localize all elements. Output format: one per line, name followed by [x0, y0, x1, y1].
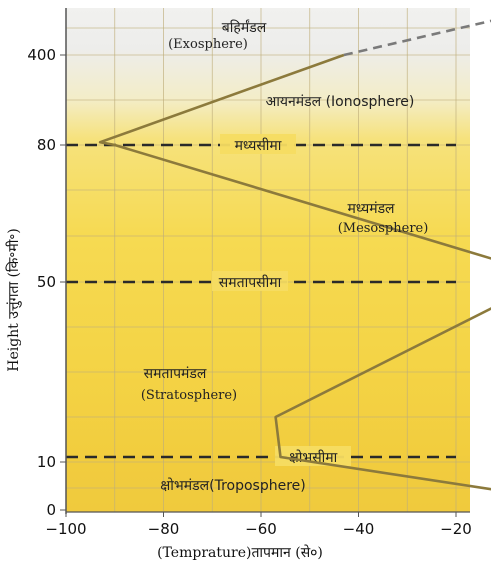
- boundary-label-bg: [220, 134, 296, 154]
- y-tick-label: 10: [37, 453, 56, 471]
- temperature-line: [98, 53, 491, 491]
- y-axis-label: Height उत्तुंगता (कि॰मी॰): [5, 228, 22, 372]
- x-tick-label: −60: [245, 520, 277, 538]
- layer-name: क्षोभमंडल(Troposphere): [160, 477, 305, 494]
- boundary-label-bg: [212, 271, 288, 291]
- troposphere-band: [66, 456, 470, 512]
- y-tick-label: 80: [37, 136, 56, 154]
- layer-name: समतापमंडल: [144, 366, 207, 382]
- layer-english-name: (Exosphere): [168, 37, 248, 52]
- boundary-label: समतापसीमा: [219, 274, 282, 291]
- layer-name: आयनमंडल (Ionosphere): [266, 94, 415, 110]
- x-tick-label: −20: [440, 520, 472, 538]
- y-tick-label: 400: [27, 46, 56, 64]
- y-tick-label: 0: [46, 501, 56, 519]
- boundary-label: मध्यसीमा: [235, 137, 282, 154]
- boundary-label-bg: [275, 446, 351, 466]
- layer-name: मध्यमंडल: [347, 201, 395, 217]
- temperature-curve: [98, 19, 491, 491]
- layer-english-name: (Mesosphere): [338, 221, 429, 236]
- y-tick-label: 50: [37, 273, 56, 291]
- layer-labels: बहिर्मंडल(Exosphere) आयनमंडल (Ionosphere)…: [141, 19, 428, 494]
- x-tick-label: −40: [343, 520, 375, 538]
- layer-name: बहिर्मंडल: [222, 19, 267, 36]
- x-axis-label: (Temprature)तापमान (से०): [157, 544, 323, 561]
- layer-boundaries: क्षोभसीमा समतापसीमा मध्यसीमा: [66, 134, 456, 466]
- x-tick-label: −100: [45, 520, 86, 538]
- exosphere-dashed-line: [343, 19, 491, 57]
- layer-english-name: (Stratosphere): [141, 388, 237, 403]
- x-tick-label: −80: [148, 520, 180, 538]
- plot-background: [66, 8, 470, 512]
- axes: −100−80−60−40−200200105080400: [27, 8, 472, 538]
- boundary-label: क्षोभसीमा: [289, 449, 338, 466]
- grid: [65, 8, 470, 512]
